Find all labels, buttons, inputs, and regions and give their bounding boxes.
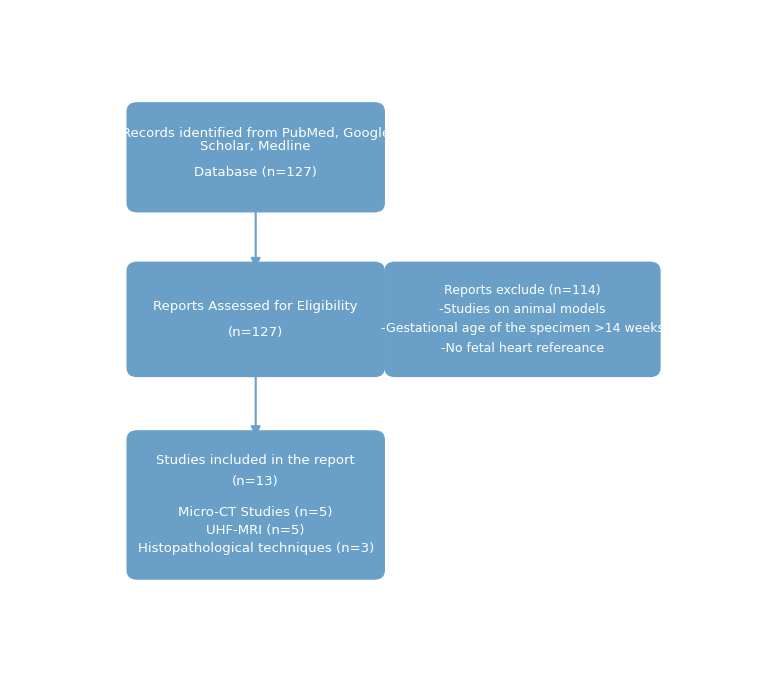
Text: -Studies on animal models: -Studies on animal models (439, 304, 606, 316)
Text: (n=127): (n=127) (228, 326, 283, 339)
Text: Reports exclude (n=114): Reports exclude (n=114) (444, 284, 601, 297)
FancyBboxPatch shape (126, 430, 385, 580)
Text: UHF-MRI (n=5): UHF-MRI (n=5) (207, 524, 305, 536)
Text: -No fetal heart refereance: -No fetal heart refereance (441, 342, 604, 354)
Text: -Gestational age of the specimen >14 weeks: -Gestational age of the specimen >14 wee… (381, 323, 664, 335)
Text: Micro-CT Studies (n=5): Micro-CT Studies (n=5) (178, 507, 333, 519)
Text: Histopathological techniques (n=3): Histopathological techniques (n=3) (138, 542, 374, 555)
FancyBboxPatch shape (126, 102, 385, 213)
Text: Scholar, Medline: Scholar, Medline (200, 141, 311, 153)
Text: Studies included in the report: Studies included in the report (156, 454, 355, 467)
Text: (n=13): (n=13) (233, 475, 279, 488)
FancyBboxPatch shape (126, 261, 385, 377)
FancyBboxPatch shape (384, 261, 661, 377)
Text: Database (n=127): Database (n=127) (194, 166, 317, 179)
Text: Records identified from PubMed, Google: Records identified from PubMed, Google (122, 127, 389, 141)
Text: Reports Assessed for Eligibility: Reports Assessed for Eligibility (154, 300, 358, 313)
